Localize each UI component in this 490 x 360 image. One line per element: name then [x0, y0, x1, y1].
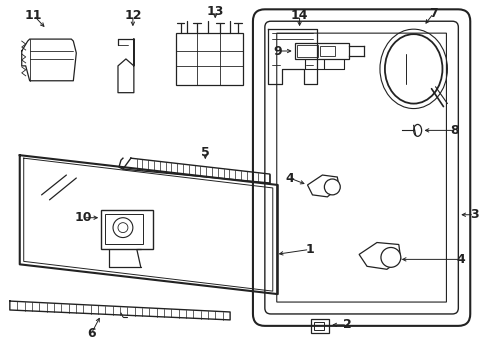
Text: 14: 14	[291, 9, 308, 22]
Text: 5: 5	[201, 146, 210, 159]
Bar	[312, 319, 329, 333]
Bar	[175, 33, 243, 85]
Text: 2: 2	[343, 318, 352, 331]
Bar	[294, 43, 349, 59]
Circle shape	[381, 247, 401, 267]
Text: 12: 12	[124, 9, 142, 22]
Text: 3: 3	[470, 208, 479, 221]
Bar	[320, 46, 335, 56]
Polygon shape	[359, 243, 401, 269]
Text: 11: 11	[25, 9, 43, 22]
Text: 7: 7	[429, 7, 438, 20]
Bar	[105, 214, 143, 243]
Text: 13: 13	[207, 5, 224, 18]
Text: 4: 4	[456, 253, 465, 266]
Text: 10: 10	[74, 211, 92, 224]
Polygon shape	[308, 175, 339, 197]
Bar	[101, 210, 153, 249]
Text: 4: 4	[285, 171, 294, 185]
Text: 9: 9	[273, 45, 282, 58]
Circle shape	[324, 179, 340, 195]
Text: 6: 6	[87, 327, 96, 340]
Bar	[315, 322, 324, 330]
Text: 1: 1	[305, 243, 314, 256]
Text: 8: 8	[450, 124, 459, 137]
Bar	[296, 45, 318, 57]
